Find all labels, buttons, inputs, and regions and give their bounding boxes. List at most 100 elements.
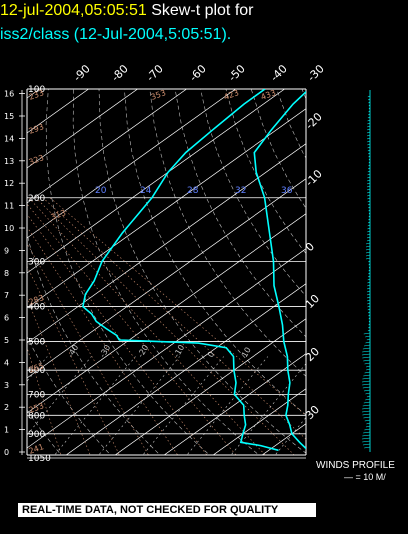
isotherm-line <box>27 89 187 204</box>
wind-barb <box>364 419 371 422</box>
wind-barb <box>364 428 371 431</box>
wind-barb <box>365 251 371 254</box>
height-tick-label: 11 <box>4 202 14 211</box>
wind-barb <box>367 200 371 203</box>
mixing-ratio-line <box>142 356 224 455</box>
wind-barb <box>365 254 371 257</box>
wind-barb <box>367 149 371 152</box>
wind-barb <box>367 122 371 125</box>
wind-barb <box>368 161 371 164</box>
moist-adiabat-line <box>27 213 208 455</box>
height-tick-label: 16 <box>4 90 14 99</box>
wind-barb <box>367 176 371 179</box>
wind-barb <box>367 224 371 227</box>
dry-adiabat-label: 36 <box>281 186 293 196</box>
mixing-ratio-line <box>98 356 180 455</box>
moist-adiabat-line <box>27 346 62 455</box>
theta-label: 293 <box>28 122 45 136</box>
wind-barb <box>367 98 371 101</box>
wind-barb <box>367 140 371 143</box>
quality-warning: REAL-TIME DATA, NOT CHECKED FOR QUALITY <box>18 503 316 517</box>
moist-adiabat-line <box>49 197 306 416</box>
wind-barb <box>368 266 371 269</box>
dry-adiabat-line <box>72 89 260 455</box>
wind-barb <box>362 413 371 416</box>
height-tick-label: 1 <box>4 426 9 435</box>
wind-barb <box>362 404 371 407</box>
top-temp-label: -80 <box>109 62 131 84</box>
wind-barb <box>363 374 371 377</box>
height-tick-label: 0 <box>4 448 9 457</box>
wind-barb <box>362 407 371 410</box>
pressure-tick-label: 600 <box>28 366 45 376</box>
dry-adiabat-line <box>27 335 112 455</box>
isotherm-line <box>65 283 306 455</box>
winds-profile-label: WINDS PROFILE <box>316 460 395 471</box>
height-tick-label: 5 <box>4 336 9 345</box>
wind-barb <box>367 230 371 233</box>
isotherm-line <box>163 353 306 455</box>
wind-barb <box>362 440 371 443</box>
top-temp-label: -70 <box>144 62 166 84</box>
isotherm-line <box>27 108 306 309</box>
wind-barb <box>368 323 371 326</box>
wind-barb <box>367 95 371 98</box>
mixing-ratio-line <box>54 356 136 455</box>
wind-barb <box>366 293 371 296</box>
pressure-tick-label: 800 <box>28 411 45 421</box>
wind-barb <box>367 287 371 290</box>
dry-adiabat-line <box>301 89 306 100</box>
wind-barb <box>364 371 371 374</box>
wind-barb <box>367 125 371 128</box>
dry-adiabat-line <box>225 89 306 255</box>
mixing-ratio-line <box>186 356 268 455</box>
wind-barb <box>365 257 371 260</box>
isotherm-line <box>27 89 285 274</box>
dry-adiabat-line <box>250 89 306 209</box>
pressure-tick-label: 700 <box>28 390 45 400</box>
wind-barb <box>361 353 371 356</box>
wind-barb <box>365 242 371 245</box>
wind-barb <box>366 422 371 425</box>
wind-barb <box>368 113 371 116</box>
wind-barb <box>362 347 371 350</box>
wind-barb <box>368 209 371 212</box>
pressure-tick-label: 200 <box>28 194 45 204</box>
wind-barb <box>364 446 371 449</box>
height-tick-label: 12 <box>4 179 14 188</box>
wind-barb <box>367 305 371 308</box>
wind-barb <box>368 107 371 110</box>
height-tick-label: 14 <box>4 134 14 143</box>
dry-adiabat-line <box>200 89 306 297</box>
wind-barb <box>361 437 371 440</box>
top-temp-label: -90 <box>71 62 93 84</box>
wind-barb <box>365 398 371 401</box>
isotherm-line <box>212 388 306 455</box>
wind-barb <box>367 311 371 314</box>
height-tick-label: 6 <box>4 314 9 323</box>
wind-barb <box>368 212 371 215</box>
inner-temp-label: -30 <box>98 343 112 359</box>
wind-barb <box>368 272 371 275</box>
height-tick-label: 7 <box>4 291 9 300</box>
moist-adiabat-line <box>28 197 266 455</box>
wind-barb <box>366 131 371 134</box>
pressure-tick-label: 300 <box>28 257 45 267</box>
height-tick-label: 2 <box>4 403 9 412</box>
plot-series <box>82 89 306 452</box>
wind-barb <box>368 155 371 158</box>
wind-barb <box>367 116 371 119</box>
wind-barb <box>363 332 371 335</box>
chart-title: 12-jul-2004,05:05:51 Skew-t plot for <box>0 2 254 20</box>
dry-adiabat-label: 24 <box>140 186 152 196</box>
inner-temp-label: -20 <box>136 343 150 359</box>
wind-barb <box>367 194 371 197</box>
height-tick-label: 15 <box>4 112 14 121</box>
isotherm-line <box>27 178 306 379</box>
wind-barb <box>368 158 371 161</box>
wind-barb <box>367 275 371 278</box>
winds-profile-bars <box>361 90 371 452</box>
wind-barb <box>367 302 371 305</box>
wind-barb <box>362 386 371 389</box>
